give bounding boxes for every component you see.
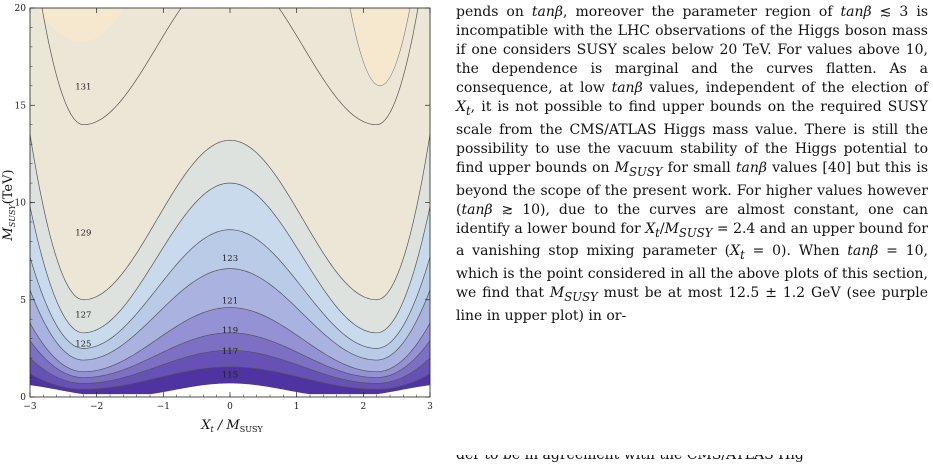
high-region-right [349, 8, 411, 87]
contour-label: 129 [75, 229, 91, 239]
high-region-left [36, 8, 124, 43]
body-text-column: pends on tanβ, moreover the parameter re… [456, 3, 928, 326]
contour-line [30, 229, 430, 349]
y-tick-label: 10 [15, 199, 27, 209]
contour-line [30, 366, 430, 390]
contour-line [30, 332, 430, 378]
y-axis-title: MSUSY(TeV) [1, 169, 17, 241]
contour-label: 117 [222, 347, 238, 357]
x-tick-label: −1 [157, 402, 170, 412]
x-tick-label: −3 [23, 402, 37, 412]
y-tick-label: 5 [20, 296, 26, 306]
contour-line [30, 182, 430, 334]
clipped-line-text: der to be in agreement with the CMS/ATLA… [456, 455, 804, 463]
contour-figure: −3 −2 −1 0 1 2 3 0 5 10 15 20 131 129 123 127 121 125 119… [0, 0, 440, 465]
contour-label: 131 [75, 83, 91, 93]
y-tick-label: 20 [15, 4, 27, 14]
contour-label: 127 [75, 310, 91, 320]
contour-band [30, 366, 430, 397]
contour-line [30, 268, 430, 361]
contour-label: 125 [75, 339, 91, 349]
x-tick-label: 2 [360, 402, 366, 412]
contour-label: 123 [222, 254, 238, 264]
contour-label: 121 [222, 297, 238, 307]
y-tick-label: 0 [20, 393, 26, 403]
body-paragraph: pends on tanβ, moreover the parameter re… [456, 4, 929, 324]
x-axis-title: Xt / MSUSY [200, 418, 263, 434]
x-tick-label: 1 [294, 402, 300, 412]
x-tick-label: 3 [427, 402, 433, 412]
clipped-text-line: der to be in agreement with the CMS/ATLA… [456, 455, 928, 465]
contour-line [30, 134, 430, 301]
y-tick-label: 15 [15, 101, 27, 111]
x-tick-label: 0 [227, 402, 233, 412]
plot-area [30, 8, 430, 397]
contour-line [30, 307, 430, 373]
contour-line [30, 349, 430, 384]
contour-label: 119 [222, 326, 238, 336]
excluded-region [30, 383, 430, 397]
x-tick-label: −2 [90, 402, 103, 412]
contour-line [41, 8, 419, 126]
contour-label: 115 [222, 371, 238, 381]
